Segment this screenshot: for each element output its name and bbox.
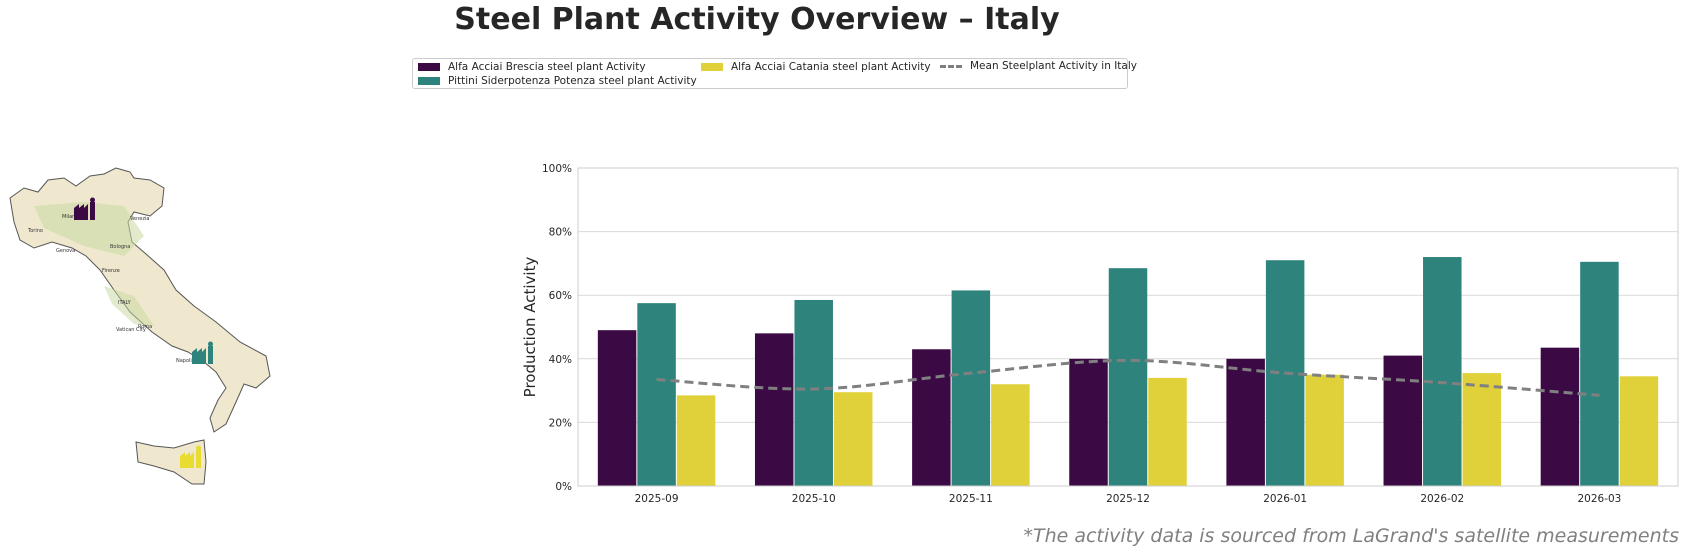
bar-2-2026-02 — [1423, 257, 1462, 486]
bar-1-2026-02 — [1383, 355, 1423, 486]
map-label-napoli: Napoli — [176, 358, 192, 364]
chart-bars — [597, 257, 1659, 486]
sicily-island — [135, 439, 207, 485]
map-label-italy: ITALY — [118, 300, 132, 306]
bar-3-2025-10 — [833, 392, 873, 486]
bar-2-2026-03 — [1580, 261, 1619, 486]
map-label-milano: Milano — [62, 214, 78, 220]
italy-map: Milano Torino Genova Bologna Firenze ITA… — [9, 167, 271, 485]
source-footnote: *The activity data is sourced from LaGra… — [1023, 525, 1679, 547]
y-tick-label: 100% — [542, 163, 572, 175]
bar-3-2026-03 — [1619, 376, 1659, 486]
bar-1-2026-01 — [1226, 358, 1265, 486]
x-tick-label: 2025-12 — [1106, 493, 1150, 505]
bar-1-2025-09 — [597, 330, 637, 486]
map-label-vatican: Vatican City — [116, 327, 146, 333]
bar-3-2025-12 — [1148, 377, 1187, 486]
map-label-torino: Torino — [27, 228, 43, 234]
legend-swatch-potenza — [418, 77, 440, 85]
legend-swatch-brescia — [418, 63, 440, 71]
legend-swatch-catania — [701, 63, 723, 71]
y-axis-label: Production Activity — [521, 257, 539, 398]
legend-label-catania: Alfa Acciai Catania steel plant Activity — [731, 61, 931, 73]
page-title: Steel Plant Activity Overview – Italy — [454, 2, 1060, 37]
mean-steelplant-line — [656, 358, 1600, 397]
mean-line-group — [656, 358, 1600, 397]
map-label-genova: Genova — [56, 248, 75, 254]
legend-label-potenza: Pittini Siderpotenza Potenza steel plant… — [448, 75, 697, 87]
legend-label-mean: Mean Steelplant Activity in Italy — [970, 60, 1137, 72]
legend-label-brescia: Alfa Acciai Brescia steel plant Activity — [448, 61, 646, 73]
y-tick-label: 0% — [555, 481, 572, 493]
map-label-venezia: Venezia — [130, 216, 149, 222]
factory-icon — [192, 341, 213, 364]
legend-item-potenza: Pittini Siderpotenza Potenza steel plant… — [418, 75, 697, 87]
y-tick-label: 80% — [549, 227, 572, 239]
italy-mainland — [9, 167, 271, 433]
legend-swatch-mean — [940, 64, 962, 68]
x-tick-label: 2025-11 — [949, 493, 993, 505]
map-label-roma: Roma — [138, 324, 152, 330]
plot-frame — [577, 167, 1679, 487]
x-tick-label: 2025-10 — [792, 493, 836, 505]
x-tick-label: 2026-02 — [1420, 493, 1464, 505]
bar-3-2025-09 — [676, 395, 716, 486]
bar-2-2025-11 — [951, 290, 991, 486]
map-label-bologna: Bologna — [110, 244, 130, 250]
map-label-firenze: Firenze — [102, 268, 120, 274]
bar-1-2025-12 — [1069, 358, 1108, 486]
x-tick-label: 2026-03 — [1577, 493, 1621, 505]
bar-3-2025-11 — [991, 384, 1030, 486]
factory-icon — [74, 197, 95, 220]
bar-2-2025-12 — [1108, 268, 1148, 486]
bar-3-2026-02 — [1462, 373, 1502, 486]
bar-1-2026-03 — [1540, 347, 1580, 486]
chart-axes: 0% 20% 40% 60% 80% 100% Production Activity 202… — [521, 163, 1679, 505]
bar-1-2025-11 — [912, 349, 951, 486]
legend-item-brescia: Alfa Acciai Brescia steel plant Activity — [418, 61, 646, 73]
y-tick-label: 40% — [549, 354, 572, 366]
factory-icon — [180, 445, 201, 468]
x-tick-label: 2026-01 — [1263, 493, 1307, 505]
bar-3-2026-01 — [1305, 374, 1344, 486]
x-tick-label: 2025-09 — [635, 493, 679, 505]
legend-item-mean: Mean Steelplant Activity in Italy — [940, 60, 1137, 72]
legend-item-catania: Alfa Acciai Catania steel plant Activity — [701, 61, 931, 73]
bar-2-2025-09 — [637, 303, 676, 486]
chart-legend: Alfa Acciai Brescia steel plant Activity… — [412, 58, 1137, 89]
y-tick-label: 20% — [549, 417, 572, 429]
y-tick-label: 60% — [549, 290, 572, 302]
bar-2-2025-10 — [794, 299, 833, 486]
bar-1-2025-10 — [754, 333, 794, 486]
